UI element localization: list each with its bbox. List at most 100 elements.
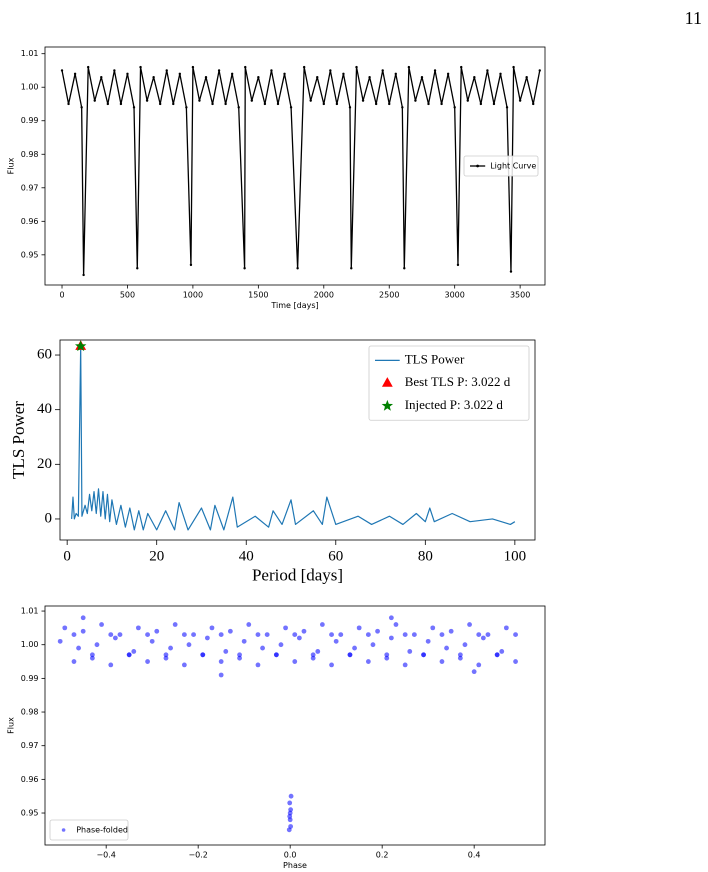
data-point — [329, 69, 332, 72]
scatter-point — [439, 659, 445, 664]
x-tick-label: −0.4 — [96, 850, 115, 859]
data-point — [60, 69, 64, 72]
data-point — [486, 69, 489, 72]
x-axis-label: Period [days] — [252, 565, 343, 584]
scatter-point — [384, 652, 390, 658]
scatter-point — [191, 632, 196, 638]
legend-label: TLS Power — [405, 351, 465, 366]
legend-label: Best TLS P: 3.022 d — [405, 374, 511, 389]
scatter-point — [200, 652, 206, 658]
legend-box — [463, 155, 539, 177]
scatter-point — [168, 645, 173, 651]
scatter-point — [108, 662, 114, 668]
scatter-point — [319, 622, 325, 627]
data-point — [198, 99, 201, 102]
data-point — [456, 263, 460, 267]
x-axis-label: Phase — [283, 861, 307, 870]
scatter-point — [71, 632, 77, 638]
data-point — [374, 102, 378, 106]
data-point — [243, 267, 246, 270]
scatter-point — [287, 813, 293, 819]
scatter-point — [310, 655, 316, 661]
plot-area — [60, 65, 541, 277]
scatter-point — [287, 800, 293, 806]
data-point — [440, 102, 443, 106]
y-tick-label: 0.99 — [21, 674, 39, 683]
scatter-point — [131, 649, 137, 654]
scatter-point — [264, 632, 270, 638]
plot-frame — [59, 339, 536, 541]
scatter-point — [407, 649, 413, 654]
scatter-point — [388, 635, 394, 641]
scatter-point — [329, 662, 334, 668]
scatter-point — [393, 622, 399, 627]
marker — [74, 340, 87, 352]
scatter-point — [218, 672, 224, 678]
scatter-point — [273, 652, 279, 658]
data-point — [82, 273, 85, 277]
series-line — [61, 66, 541, 276]
data-point — [414, 99, 417, 102]
scatter-point — [329, 632, 334, 638]
scatter-point — [402, 632, 408, 638]
scatter-point — [227, 628, 233, 634]
scatter-point — [301, 628, 307, 634]
scatter-point — [108, 632, 114, 638]
data-point — [189, 263, 193, 267]
data-point — [86, 65, 90, 69]
scatter-point — [154, 628, 160, 634]
scatter-point — [310, 652, 316, 658]
scatter-point — [80, 628, 86, 634]
data-point — [113, 69, 116, 72]
legend: TLS Power Best TLS P: 3.022 d Injected P: … — [368, 345, 530, 421]
scatter-point — [457, 652, 463, 658]
scatter-point — [135, 625, 141, 631]
data-point — [368, 75, 371, 79]
x-tick-label: 0 — [59, 290, 64, 299]
y-tick-label: 0.95 — [21, 809, 39, 818]
scatter-point — [71, 659, 77, 664]
scatter-point — [76, 645, 81, 651]
scatter-point — [347, 652, 353, 658]
scatter-point — [283, 625, 288, 631]
legend-swatch — [61, 828, 66, 832]
data-point — [191, 65, 195, 69]
legend-swatch — [476, 164, 479, 168]
scatter-point — [223, 649, 229, 654]
data-point — [178, 72, 182, 76]
x-tick-label: 0.2 — [376, 850, 389, 859]
data-point — [403, 267, 406, 270]
data-point — [145, 99, 149, 102]
data-point — [538, 69, 541, 72]
scatter-point — [218, 659, 224, 664]
data-point — [73, 72, 77, 76]
x-tick-label: 1000 — [183, 290, 203, 299]
data-point — [244, 65, 247, 69]
scatter-point — [255, 662, 261, 668]
scatter-point — [333, 638, 339, 644]
data-point — [289, 106, 293, 109]
scatter-point — [421, 652, 426, 658]
scatter-point — [163, 652, 169, 658]
x-tick-label: 0.4 — [468, 850, 481, 859]
data-point — [361, 99, 365, 102]
y-tick-label: 20 — [37, 456, 52, 472]
x-tick-label: 20 — [149, 548, 164, 564]
data-point — [106, 102, 110, 106]
scatter-point — [402, 662, 408, 668]
scatter-point — [218, 632, 224, 638]
scatter-point — [388, 615, 394, 621]
data-point — [505, 106, 509, 109]
scatter-point — [439, 632, 445, 638]
scatter-point — [375, 628, 380, 634]
scatter-point — [513, 659, 518, 664]
scatter-point — [145, 632, 150, 638]
scatter-point — [430, 625, 436, 631]
data-point — [217, 69, 221, 72]
scatter-point — [467, 622, 472, 627]
scatter-point — [99, 622, 104, 627]
legend-box — [368, 345, 530, 421]
data-point — [388, 102, 391, 106]
scatter-point — [476, 632, 482, 638]
scatter-point — [62, 625, 68, 631]
